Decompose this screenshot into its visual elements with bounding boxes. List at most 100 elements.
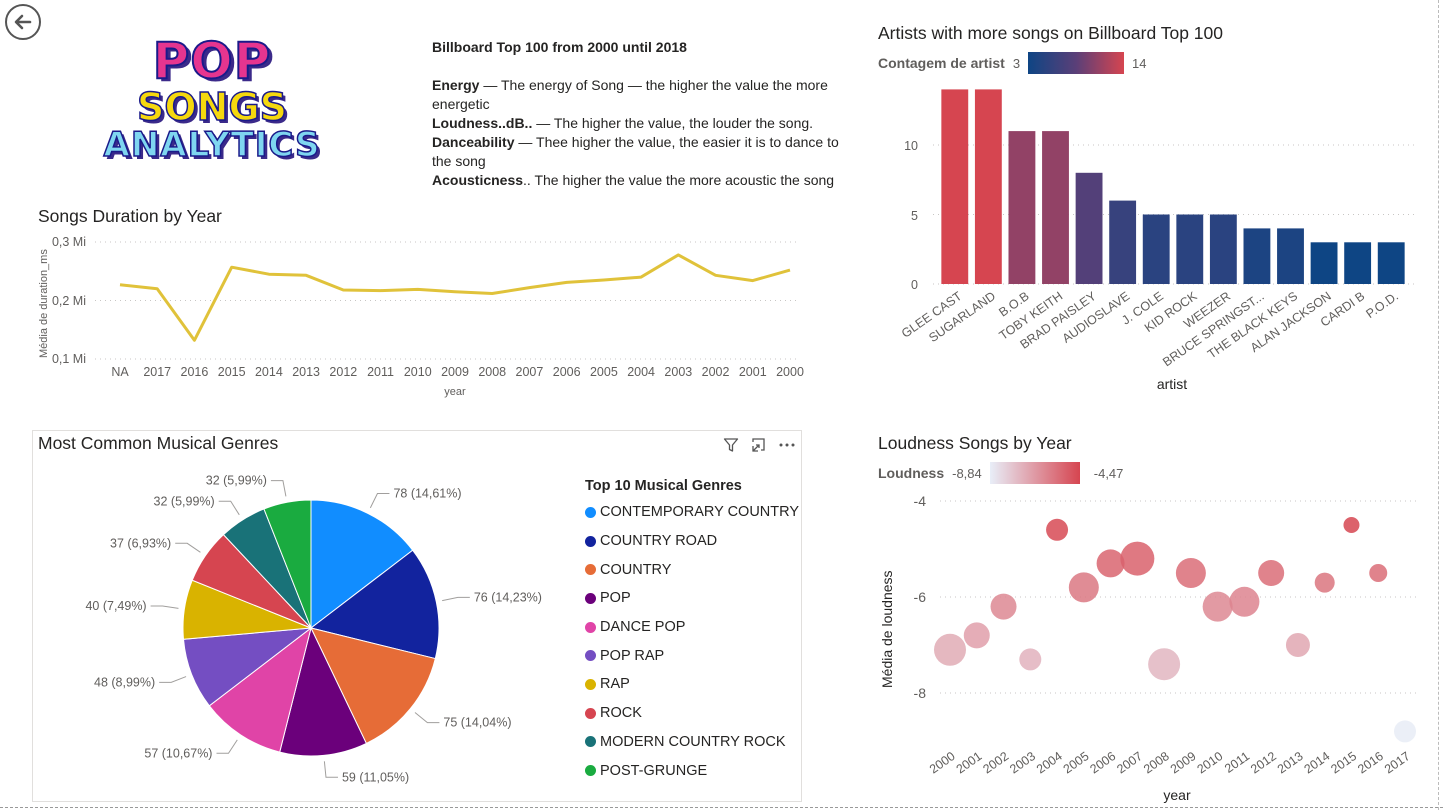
artists-chart-title: Artists with more songs on Billboard Top…: [878, 23, 1223, 43]
term-acousticness: Acousticness: [432, 172, 524, 188]
artist-xtick-label: P.O.D.: [1363, 289, 1400, 321]
loudness-xtick-label: 2004: [1034, 749, 1065, 776]
loudness-x-axis-label: year: [1163, 787, 1191, 803]
genre-legend-item[interactable]: POST-GRUNGE: [585, 756, 799, 785]
duration-xtick-label: 2013: [292, 365, 320, 379]
pie-leader-line: [369, 493, 390, 509]
loudness-bubble[interactable]: [1394, 720, 1416, 743]
pie-data-label: 57 (10,67%): [144, 746, 212, 760]
loudness-bubble[interactable]: [1285, 633, 1310, 657]
artist-bar[interactable]: [1344, 242, 1372, 284]
loudness-bubble[interactable]: [1120, 541, 1155, 576]
genre-legend-item[interactable]: RAP: [585, 670, 799, 699]
back-arrow-icon: [14, 14, 32, 30]
pie-leader-line: [414, 712, 440, 724]
artist-bar[interactable]: [1042, 131, 1069, 284]
loudness-bubble[interactable]: [1175, 558, 1206, 588]
artist-bar[interactable]: [1075, 172, 1103, 284]
term-acousticness-text: .. The higher the value the more acousti…: [523, 172, 835, 188]
description-item-loudness: Loudness..dB.. — The higher the value, t…: [432, 114, 852, 133]
pop-songs-logo: POP SONGS ANALYTICS: [92, 35, 332, 165]
artist-bar[interactable]: [1008, 131, 1036, 284]
artist-bar[interactable]: [1176, 214, 1204, 285]
more-options-icon[interactable]: [778, 436, 796, 454]
legend-marker-icon: [585, 678, 596, 690]
loudness-xtick-label: 2009: [1168, 749, 1199, 776]
genre-legend-item[interactable]: COUNTRY ROAD: [585, 527, 799, 556]
loudness-x-ticks: 2000200120022003200420052006200720082009…: [927, 749, 1413, 776]
genre-legend-item[interactable]: ROCK: [585, 699, 799, 728]
loudness-bubble[interactable]: [963, 622, 990, 649]
loudness-xtick-label: 2014: [1302, 749, 1333, 776]
loudness-bubble[interactable]: [1148, 648, 1181, 681]
description-item-energy: Energy — The energy of Song — the higher…: [432, 76, 852, 114]
loudness-bubble-chart[interactable]: -4 -6 -8 Média de loudness 2000200120022…: [870, 488, 1430, 806]
artist-bar[interactable]: [1277, 228, 1304, 284]
duration-xtick-label: 2002: [702, 365, 730, 379]
loudness-bubble[interactable]: [1314, 572, 1335, 593]
duration-xtick-label: 2015: [218, 365, 246, 379]
genres-chart-title: Most Common Musical Genres: [38, 433, 279, 453]
loudness-chart-title: Loudness Songs by Year: [878, 433, 1072, 453]
pie-slice[interactable]: [309, 549, 440, 660]
pie-slice[interactable]: [279, 626, 368, 757]
loudness-bubble[interactable]: [990, 593, 1017, 620]
term-danceability: Danceability: [432, 134, 515, 150]
genres-pie-chart[interactable]: 78 (14,61%) 76 (14,23%) 75 (14,04%) 59 (11,…: [32, 470, 572, 800]
loudness-bubble[interactable]: [1229, 586, 1260, 617]
loudness-bubble[interactable]: [1258, 560, 1285, 586]
artist-bar[interactable]: [1142, 214, 1170, 285]
pie-data-label: 59 (11,05%): [342, 770, 409, 784]
loudness-bubble[interactable]: [1096, 549, 1125, 578]
legend-marker-icon: [585, 650, 596, 662]
pie-slice[interactable]: [263, 499, 312, 629]
pie-slices[interactable]: [182, 499, 440, 757]
loudness-xtick-label: 2005: [1061, 749, 1092, 776]
duration-series-line[interactable]: [119, 253, 791, 342]
artist-bar[interactable]: [1109, 200, 1137, 284]
loudness-bubbles[interactable]: [934, 517, 1416, 743]
genre-legend-item[interactable]: MODERN COUNTRY ROCK: [585, 728, 799, 757]
back-button[interactable]: [5, 4, 41, 40]
legend-marker-icon: [585, 736, 596, 748]
artist-bar[interactable]: [1310, 242, 1338, 284]
artists-ytick: 5: [911, 209, 918, 223]
artist-bar[interactable]: [1209, 214, 1237, 285]
duration-xtick-label: 2001: [739, 365, 767, 379]
loudness-bubble[interactable]: [1369, 564, 1388, 582]
loudness-xtick-label: 2000: [927, 749, 958, 776]
artist-bar[interactable]: [1377, 242, 1405, 284]
pie-slice[interactable]: [310, 627, 436, 745]
artists-bars[interactable]: [941, 89, 1405, 285]
loudness-bubble[interactable]: [1019, 648, 1042, 671]
page-bottom-border: [0, 807, 1443, 808]
loudness-bubble[interactable]: [1343, 517, 1360, 533]
duration-line-chart[interactable]: 0,3 Mi 0,2 Mi 0,1 Mi Média de duration_m…: [30, 228, 820, 408]
pie-slice[interactable]: [310, 499, 414, 630]
artist-bar[interactable]: [974, 89, 1002, 285]
duration-xtick-label: 2011: [367, 365, 394, 379]
genre-legend-item[interactable]: COUNTRY: [585, 555, 799, 584]
pie-leader-line: [216, 739, 238, 754]
loudness-bubble[interactable]: [1202, 591, 1233, 622]
genre-legend-item[interactable]: POP RAP: [585, 641, 799, 670]
loudness-ytick: -8: [914, 685, 927, 701]
loudness-bubble[interactable]: [1046, 518, 1069, 541]
genre-legend-item[interactable]: DANCE POP: [585, 613, 799, 642]
pie-leader-line: [175, 542, 201, 553]
genre-legend-item[interactable]: CONTEMPORARY COUNTRY: [585, 498, 799, 527]
focus-mode-icon[interactable]: [750, 436, 768, 454]
artist-bar[interactable]: [1243, 228, 1271, 284]
genre-legend-label: COUNTRY ROAD: [600, 533, 718, 550]
filter-icon[interactable]: [722, 436, 740, 454]
duration-xtick-label: 2005: [590, 365, 618, 379]
loudness-bubble[interactable]: [1068, 572, 1099, 603]
loudness-bubble[interactable]: [934, 633, 966, 666]
logo-line-analytics: ANALYTICS: [103, 125, 321, 165]
legend-marker-icon: [585, 564, 596, 576]
pie-slice[interactable]: [208, 626, 312, 753]
loudness-xtick-label: 2017: [1382, 749, 1413, 776]
artist-bar[interactable]: [941, 89, 969, 285]
genre-legend-item[interactable]: POP: [585, 584, 799, 613]
